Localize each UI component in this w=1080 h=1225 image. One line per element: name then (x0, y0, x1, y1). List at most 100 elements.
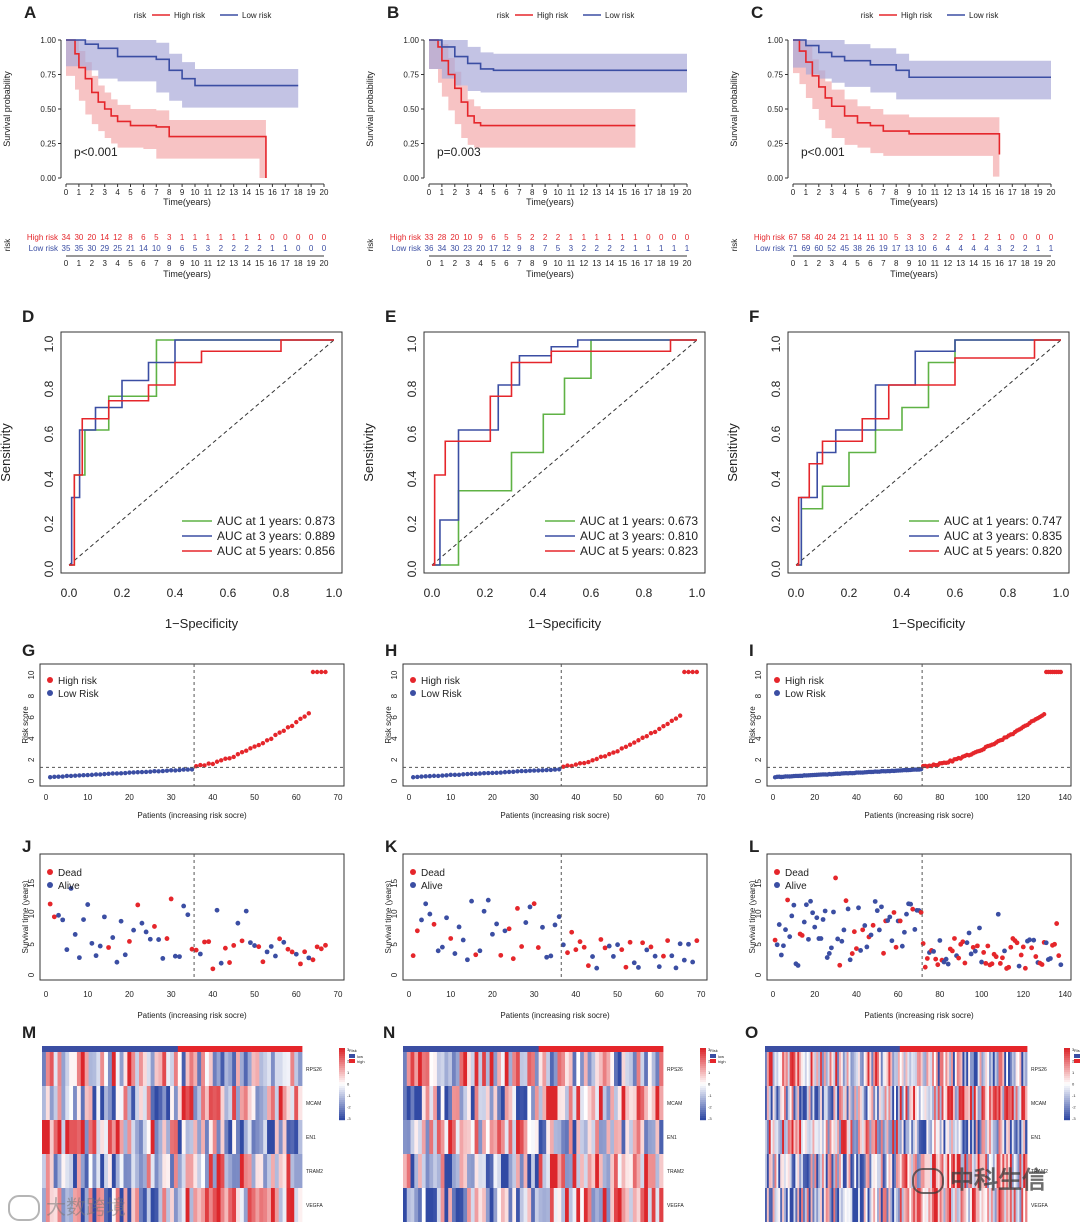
heatmap-cell (871, 1154, 874, 1188)
heatmap-cell (802, 1188, 806, 1222)
risk-annotation-bar (949, 1046, 952, 1052)
heatmap-cell (848, 1120, 851, 1154)
heatmap-cell (897, 1086, 901, 1120)
heatmap-cell (848, 1154, 851, 1188)
heatmap-cell (73, 1188, 78, 1222)
heatmap-cell (884, 1086, 887, 1120)
risk-annotation-bar (259, 1046, 264, 1052)
legend-low-dot (47, 690, 53, 696)
risk-annotation-bar (1004, 1046, 1007, 1052)
heatmap-cell (903, 1154, 906, 1188)
alive-point (887, 914, 893, 920)
risk-score-point (314, 669, 320, 675)
heatmap-cell (766, 1188, 770, 1222)
risk-table-count: 0 (1049, 233, 1054, 242)
dead-point (1022, 965, 1028, 971)
risk-table-count: 1 (257, 233, 262, 242)
risk-score-x-axis-label: Patients (increasing risk socre) (137, 811, 247, 820)
km-x-tick-label: 19 (670, 188, 679, 197)
km-y-tick-label: 0.75 (40, 71, 56, 80)
dead-point (510, 956, 516, 962)
heatmap-cell (886, 1086, 889, 1120)
heatmap-colorbar-step (339, 1080, 345, 1083)
heatmap-cell (158, 1052, 163, 1086)
heatmap-cell (80, 1086, 86, 1120)
heatmap-cell (837, 1120, 840, 1154)
risk-annotation-bar (977, 1046, 980, 1052)
risk-table-count: 30 (74, 233, 83, 242)
km-x-tick-label: 16 (631, 188, 640, 197)
heatmap-colorbar-tick: 0 (347, 1082, 350, 1087)
heatmap-cell (243, 1188, 249, 1222)
heatmap-colorbar-step (700, 1064, 706, 1067)
risk-score-point (527, 768, 533, 773)
heatmap-cell (905, 1052, 908, 1086)
heatmap-cell (930, 1120, 933, 1154)
km-y-tick-label: 0.50 (403, 105, 419, 114)
risk-annotation-bar (162, 1046, 167, 1052)
heatmap-colorbar-step (700, 1076, 706, 1079)
heatmap-cell (583, 1086, 589, 1120)
heatmap-cell (644, 1052, 649, 1086)
risk-table-count: 4 (946, 244, 951, 253)
heatmap-cell (859, 1086, 863, 1120)
survival-x-tick-label: 140 (1058, 990, 1072, 999)
heatmap-cell (768, 1120, 772, 1154)
heatmap-cell (150, 1086, 155, 1120)
risk-score-x-tick-label: 10 (83, 793, 92, 802)
roc-x-tick-label: 0.8 (636, 586, 653, 600)
heatmap-cell (493, 1154, 498, 1188)
heatmap-cell (193, 1120, 198, 1154)
risk-table-count: 5 (517, 233, 522, 242)
heatmap-cell (173, 1120, 179, 1154)
km-ci-band-low (429, 40, 687, 93)
heatmap-cell (625, 1154, 630, 1188)
heatmap-cell (1006, 1188, 1009, 1222)
alive-point (677, 941, 683, 947)
heatmap-cell (228, 1188, 233, 1222)
survival-x-tick-label: 70 (334, 990, 343, 999)
alive-point (156, 937, 162, 942)
km-y-tick-label: 0.25 (767, 140, 783, 149)
alive-point (97, 943, 103, 949)
heatmap-cell (829, 1120, 832, 1154)
risk-score-point (206, 761, 211, 766)
heatmap-cell (154, 1052, 159, 1086)
heatmap-cell (290, 1154, 295, 1188)
risk-table-x-tick-label: 18 (657, 259, 666, 268)
risk-table-count: 1 (997, 233, 1002, 242)
heatmap-cell (598, 1052, 604, 1086)
heatmap-colorbar-step (700, 1074, 706, 1077)
risk-annotation-bar (916, 1046, 920, 1052)
risk-table-count: 1 (283, 244, 288, 253)
risk-score-point (673, 716, 679, 721)
heatmap-cell (201, 1120, 206, 1154)
heatmap-cell (814, 1086, 817, 1120)
heatmap-cell (100, 1154, 105, 1188)
heatmap-cell (1013, 1086, 1017, 1120)
risk-annotation-bar (107, 1046, 113, 1052)
heatmap-cell (1002, 1052, 1005, 1086)
risk-table-x-tick-label: 7 (154, 259, 159, 268)
heatmap-cell (127, 1154, 132, 1188)
alive-point (652, 953, 658, 959)
heatmap-cell (947, 1052, 950, 1086)
roc-x-tick-label: 1.0 (326, 586, 343, 600)
km-x-tick-label: 17 (644, 188, 653, 197)
risk-score-y-tick-label: 0 (754, 778, 763, 783)
heatmap-cell (444, 1086, 449, 1120)
heatmap-cell (831, 1188, 834, 1222)
heatmap-colorbar-step (339, 1056, 345, 1059)
heatmap-cell (243, 1154, 249, 1188)
risk-table-x-tick-label: 14 (605, 259, 614, 268)
heatmap-cell (907, 1120, 910, 1154)
risk-annotation-bar (850, 1046, 853, 1052)
survival-x-tick-label: 100 (975, 990, 989, 999)
panel-label-b: B (387, 3, 399, 22)
risk-score-point (456, 772, 462, 777)
heatmap-cell (516, 1120, 521, 1154)
risk-annotation-bar (945, 1046, 948, 1052)
roc-legend-entry: AUC at 3 years: 0.835 (944, 529, 1062, 543)
heatmap-cell (53, 1120, 58, 1154)
heatmap-cell (821, 1188, 825, 1222)
